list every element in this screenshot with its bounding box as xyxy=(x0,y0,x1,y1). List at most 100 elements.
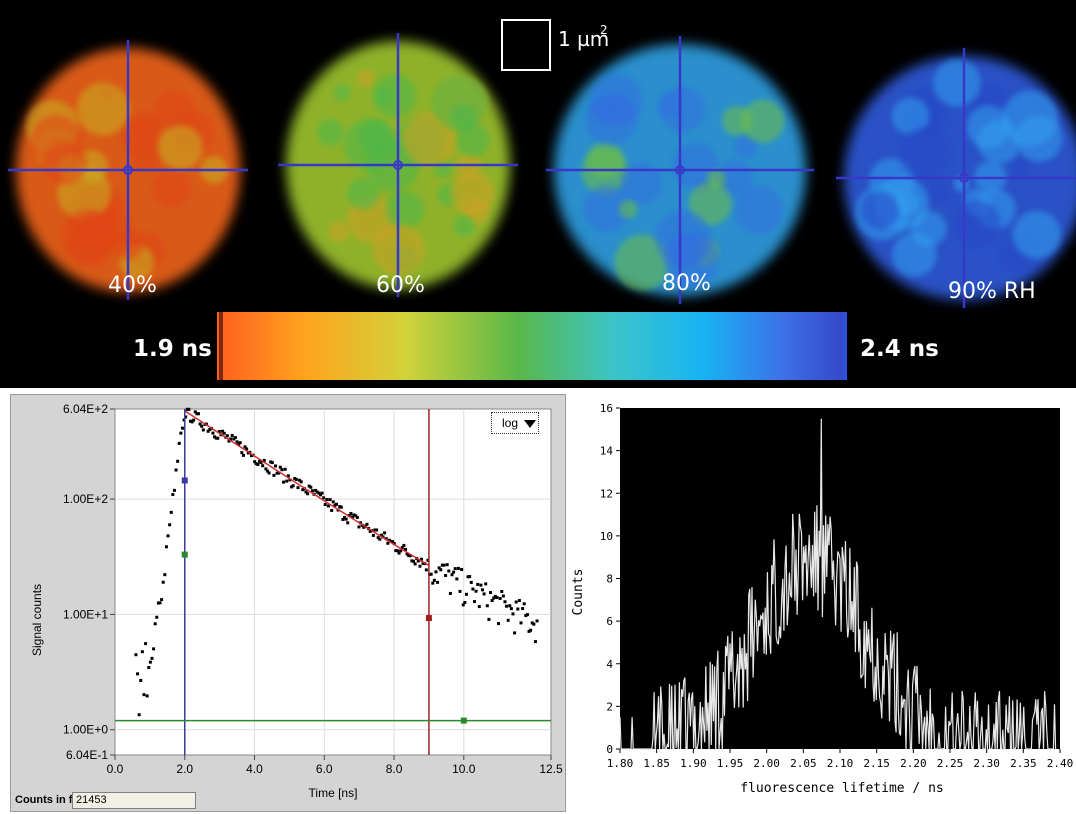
data-point xyxy=(408,554,412,558)
x-tick-label: 1.80 xyxy=(607,757,634,770)
data-point xyxy=(249,454,253,458)
data-point xyxy=(516,607,520,611)
data-point xyxy=(501,594,505,598)
data-point xyxy=(286,474,290,478)
data-point xyxy=(180,426,184,430)
x-tick-label: 1.85 xyxy=(643,757,670,770)
data-point xyxy=(376,536,380,540)
data-point xyxy=(394,549,398,553)
data-point xyxy=(339,505,343,509)
data-point xyxy=(291,484,295,488)
x-tick-label: 6.0 xyxy=(316,762,333,776)
data-point xyxy=(262,458,266,462)
data-point xyxy=(458,589,462,593)
data-point xyxy=(134,653,138,657)
data-point xyxy=(253,460,257,464)
data-point xyxy=(169,510,173,514)
data-point xyxy=(484,582,488,586)
image-label-80: 80% xyxy=(662,271,711,296)
y-tick-label: 12 xyxy=(600,487,613,500)
data-point xyxy=(214,436,218,440)
data-point xyxy=(277,471,281,475)
data-point xyxy=(341,517,345,521)
data-point xyxy=(177,441,181,445)
data-point xyxy=(378,537,382,541)
data-point xyxy=(485,604,489,608)
data-point xyxy=(448,591,452,595)
y-tick-label: 1.00E+0 xyxy=(63,723,108,737)
data-point xyxy=(221,429,225,433)
data-point xyxy=(338,505,342,509)
data-point xyxy=(272,473,276,477)
image-label-90rh: 90% RH xyxy=(948,279,1036,304)
data-point xyxy=(347,514,351,518)
data-point xyxy=(171,493,175,497)
data-point xyxy=(315,490,319,494)
data-point xyxy=(495,596,499,600)
data-point xyxy=(400,546,404,550)
data-point xyxy=(387,538,391,542)
data-point xyxy=(296,486,300,490)
data-point xyxy=(482,592,486,596)
end-handle[interactable] xyxy=(425,615,432,622)
scale-dropdown[interactable]: log xyxy=(491,412,539,434)
data-point xyxy=(453,567,457,571)
data-point xyxy=(241,453,245,457)
data-point xyxy=(163,573,167,577)
y-tick-label: 8 xyxy=(606,573,613,586)
scale-superscript: 2 xyxy=(600,23,608,37)
data-point xyxy=(362,525,366,529)
fit-curve xyxy=(184,410,430,567)
data-point xyxy=(275,471,279,475)
data-point xyxy=(153,622,157,626)
data-point xyxy=(346,521,350,525)
counts-in-fit-field[interactable]: 21453 xyxy=(72,792,196,809)
data-point xyxy=(294,478,298,482)
x-tick-label: 2.05 xyxy=(790,757,817,770)
data-point xyxy=(464,592,468,596)
data-point xyxy=(498,596,502,600)
data-point xyxy=(354,514,358,518)
data-point xyxy=(500,590,504,594)
data-point xyxy=(309,485,313,489)
data-point xyxy=(310,489,314,493)
data-point xyxy=(511,612,515,616)
baseline-handle[interactable] xyxy=(460,717,467,724)
data-point xyxy=(267,471,271,475)
x-tick-label: 2.10 xyxy=(827,757,854,770)
data-point xyxy=(323,503,327,507)
colorbar-min-label: 1.9 ns xyxy=(133,336,212,362)
data-point xyxy=(432,578,436,582)
data-point xyxy=(505,604,509,608)
data-point xyxy=(497,622,501,626)
start-handle[interactable] xyxy=(181,477,188,484)
particle-image-3 xyxy=(546,36,814,304)
x-axis-label: Time [ns] xyxy=(309,786,358,800)
data-point xyxy=(436,580,440,584)
data-point xyxy=(490,599,494,603)
data-point xyxy=(152,647,156,651)
data-point xyxy=(474,589,478,593)
data-point xyxy=(217,429,221,433)
data-point xyxy=(351,515,355,519)
data-point xyxy=(257,459,261,463)
data-point xyxy=(331,500,335,504)
data-point xyxy=(405,552,409,556)
data-point xyxy=(503,600,507,604)
data-point xyxy=(375,528,379,532)
data-point xyxy=(328,498,332,502)
data-point xyxy=(513,631,517,635)
data-point xyxy=(529,628,533,632)
data-point xyxy=(155,615,159,619)
data-point xyxy=(508,604,512,608)
data-point xyxy=(469,580,473,584)
data-point xyxy=(525,613,529,617)
data-point xyxy=(282,480,286,484)
data-point xyxy=(487,617,491,621)
data-point xyxy=(492,596,496,600)
data-point xyxy=(140,650,144,654)
data-point xyxy=(477,605,481,609)
data-point xyxy=(352,513,356,517)
data-point xyxy=(509,607,513,611)
baseline-handle[interactable] xyxy=(181,551,188,558)
